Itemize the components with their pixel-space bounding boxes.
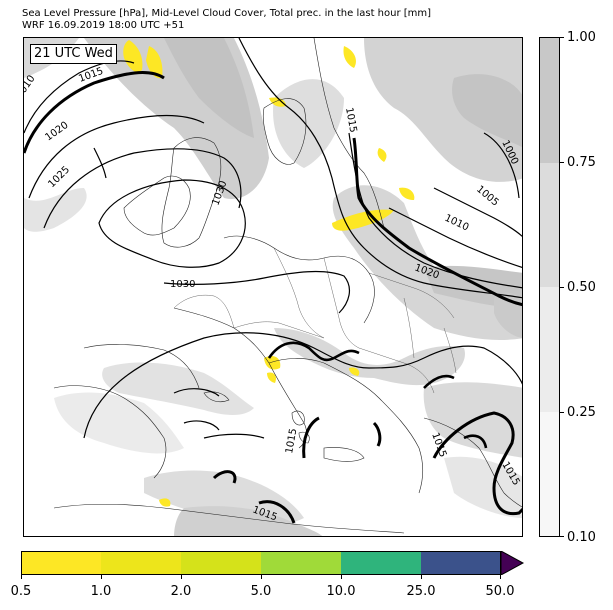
cloud-tick-mark [560,162,564,163]
cloud-tick-mark [560,536,564,537]
cloud-tick-mark [560,37,564,38]
prec-tick-label: 50.0 [485,584,515,599]
cloud-cover-colorbar [539,37,560,537]
isobar-label: 1015 [343,107,358,134]
prec-tick-label: 5.0 [250,584,272,599]
prec-tick-mark [421,575,422,579]
cloud-band-2 [540,162,559,287]
precipitation-extend-arrow [501,551,525,575]
prec-band-2 [181,551,261,575]
cloud-tick-mark [560,287,564,288]
map-title: Sea Level Pressure [hPa], Mid-Level Clou… [22,8,432,19]
prec-band-0 [21,551,101,575]
weather-map[interactable]: 1010 1015 1020 1025 1030 1030 1015 1000 … [23,37,523,537]
cloud-band-1 [540,287,559,412]
isobar-label: 1010 [24,73,38,100]
prec-tick-mark [181,575,182,579]
prec-band-3 [261,551,341,575]
forecast-time-label: 21 UTC Wed [30,44,117,64]
prec-tick-label: 10.0 [326,584,356,599]
cloud-tick-label: 0.75 [567,155,596,170]
cloud-tick-label: 0.50 [567,280,596,295]
prec-tick-mark [500,575,501,579]
isobar-layer [24,38,522,524]
isobar-label: 1030 [170,279,195,290]
map-canvas: 1010 1015 1020 1025 1030 1030 1015 1000 … [24,38,522,536]
prec-tick-mark [341,575,342,579]
map-subtitle: WRF 16.09.2019 18:00 UTC +51 [22,20,185,31]
isobar-label: 1010 [443,213,471,234]
precipitation-colorbar-border [21,551,501,575]
precipitation-colorbar [21,551,501,575]
prec-tick-mark [261,575,262,579]
prec-tick-label: 2.0 [170,584,192,599]
prec-band-1 [101,551,181,575]
isobar-label: 1005 [474,184,501,209]
prec-band-4 [341,551,421,575]
prec-tick-label: 25.0 [406,584,436,599]
coastline-layer [53,38,522,534]
cloud-band-0 [540,411,559,536]
isobar-label: 1025 [46,164,72,190]
prec-band-5 [421,551,501,575]
cloud-tick-label: 0.25 [567,405,596,420]
border-layer [173,247,457,394]
isobar-label: 1015 [284,428,299,455]
isobar-label: 1020 [43,120,70,144]
prec-tick-mark [21,575,22,579]
cloud-tick-label: 1.00 [567,30,596,45]
prec-tick-mark [101,575,102,579]
cloud-tick-label: 0.10 [567,530,596,545]
prec-tick-label: 0.5 [10,584,32,599]
cloud-tick-mark [560,412,564,413]
cloud-band-3 [540,38,559,163]
prec-tick-label: 1.0 [90,584,112,599]
